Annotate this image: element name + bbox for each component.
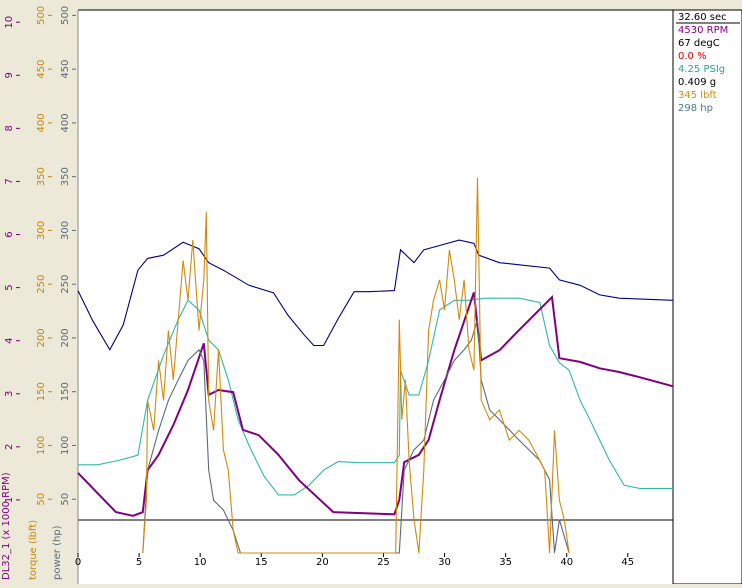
y-tick-label: 2 <box>4 444 15 450</box>
y-tick-label: 10 <box>4 16 15 29</box>
readout: 0.0 % <box>678 51 707 62</box>
readout: 0.409 g <box>678 77 716 88</box>
readout: 4.25 PSIg <box>678 64 725 75</box>
y2-axis-label: torque (lbft) <box>28 520 39 580</box>
y-tick-label: 1 <box>4 497 15 503</box>
y2-tick-label: 250 <box>36 275 47 294</box>
readout-panel <box>672 9 742 585</box>
x-tick-label: 45 <box>621 557 634 568</box>
y-tick-label: 6 <box>4 231 15 237</box>
y3-tick-label: 300 <box>60 221 71 240</box>
y3-tick-label: 250 <box>60 275 71 294</box>
readout: 4530 RPM <box>678 25 728 36</box>
y3-axis-label: power (hp) <box>52 525 63 580</box>
x-tick-label: 25 <box>377 557 390 568</box>
y3-tick-label: 100 <box>60 436 71 455</box>
y-axis-label: DL32_1 (x 1000 RPM) <box>1 472 12 580</box>
series-line <box>77 239 674 351</box>
plot-area <box>78 10 673 584</box>
series-line <box>142 177 570 554</box>
x-tick-label: 15 <box>255 557 268 568</box>
y3-tick-label: 400 <box>60 113 71 132</box>
y2-tick-label: 400 <box>36 113 47 132</box>
y3-tick-label: 50 <box>60 493 71 506</box>
y2-tick-label: 350 <box>36 167 47 186</box>
y2-tick-label: 100 <box>36 436 47 455</box>
series-line <box>77 292 674 517</box>
y-tick-label: 3 <box>4 391 15 397</box>
x-tick-label: 20 <box>316 557 329 568</box>
y2-tick-label: 500 <box>36 6 47 25</box>
y3-tick-label: 350 <box>60 167 71 186</box>
y3-tick-label: 450 <box>60 60 71 79</box>
series-line <box>142 319 570 554</box>
y2-tick-label: 200 <box>36 328 47 347</box>
y-tick-label: 5 <box>4 284 15 290</box>
y2-tick-label: 450 <box>36 60 47 79</box>
y-tick-label: 7 <box>4 178 15 184</box>
readout: 67 degC <box>678 38 720 49</box>
x-tick-label: 40 <box>560 557 573 568</box>
y2-tick-label: 150 <box>36 382 47 401</box>
x-tick-label: 10 <box>194 557 207 568</box>
x-tick-label: 30 <box>438 557 451 568</box>
x-tick-label: 5 <box>136 557 142 568</box>
y2-tick-label: 300 <box>36 221 47 240</box>
y3-tick-label: 150 <box>60 382 71 401</box>
readout: 345 lbft <box>678 90 717 101</box>
y-tick-label: 4 <box>4 337 15 343</box>
y-tick-label: 9 <box>4 72 15 78</box>
y3-tick-label: 500 <box>60 6 71 25</box>
y2-tick-label: 50 <box>36 493 47 506</box>
y-tick-label: 8 <box>4 125 15 131</box>
readout: 298 hp <box>678 103 713 114</box>
readout: 32.60 sec <box>678 12 727 23</box>
y3-tick-label: 200 <box>60 328 71 347</box>
x-tick-label: 35 <box>499 557 512 568</box>
x-tick-label: 0 <box>75 557 81 568</box>
